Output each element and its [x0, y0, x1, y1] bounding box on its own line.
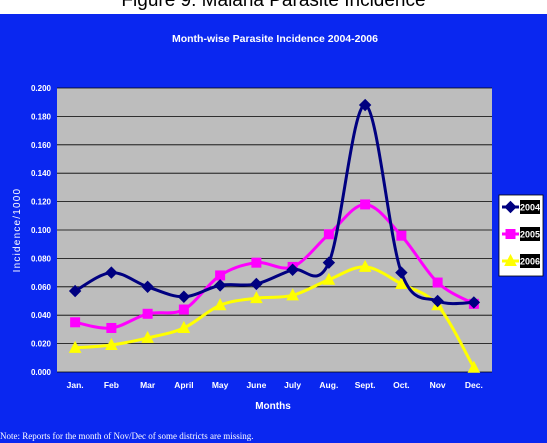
x-tick-label: Oct.: [393, 380, 410, 390]
footnote: Note: Reports for the month of Nov/Dec o…: [0, 431, 254, 441]
data-point-2004: [467, 296, 481, 309]
data-point-2005: [215, 270, 226, 281]
y-axis-ticks: 0.000 0.020 0.040 0.060 0.080 0.100 0.120 0.140…: [31, 84, 52, 377]
data-point-2004: [286, 263, 299, 276]
x-tick-label: Aug.: [319, 380, 338, 390]
legend-label: 2005: [520, 230, 540, 240]
legend-label: 2004: [520, 203, 540, 213]
y-tick-label: 0.180: [31, 112, 52, 121]
data-point-2004: [213, 279, 227, 292]
legend-marker: [504, 200, 517, 214]
data-point-2006: [358, 259, 372, 272]
data-point-2004: [431, 294, 444, 308]
x-tick-label: April: [174, 380, 193, 390]
series-2004: [68, 98, 481, 309]
y-axis-label: Incidence/1000: [12, 188, 23, 273]
legend-marker: [504, 253, 517, 266]
data-point-2005: [70, 317, 81, 328]
x-axis-ticks: Jan. Feb Mar April May June July Aug. Sept. Oct. N…: [67, 380, 483, 390]
data-point-2006: [322, 272, 336, 285]
data-point-2004: [395, 266, 408, 279]
data-point-2004: [105, 266, 118, 279]
data-point-2005: [106, 322, 117, 333]
legend-label-bg: [520, 200, 540, 214]
y-tick-label: 0.160: [31, 141, 52, 150]
y-tick-label: 0.200: [31, 84, 52, 93]
gridlines: [57, 87, 492, 373]
data-point-2006: [213, 298, 227, 311]
x-tick-label: Sept.: [355, 380, 376, 390]
y-tick-label: 0.120: [31, 198, 52, 207]
data-point-2006: [467, 360, 481, 373]
data-point-2005: [360, 199, 371, 210]
legend-label-bg: [520, 254, 540, 268]
legend-item-2006: 2006: [502, 253, 540, 268]
x-tick-label: May: [212, 380, 229, 390]
data-point-2006: [250, 291, 263, 304]
data-point-2004: [250, 277, 263, 291]
data-point-2004: [177, 290, 191, 303]
y-tick-label: 0.000: [31, 368, 52, 377]
line-chart: Month-wise Parasite Incidence 2004-2006 …: [12, 33, 544, 412]
y-tick-label: 0.020: [31, 340, 52, 349]
data-point-2006: [68, 340, 82, 353]
data-point-2005: [432, 277, 443, 288]
x-tick-label: Jan.: [67, 380, 84, 390]
figure-caption: Figure 9: Malaria Parasite Incidence: [121, 0, 426, 11]
data-point-2005: [142, 308, 153, 319]
chart-title: Month-wise Parasite Incidence 2004-2006: [172, 33, 378, 45]
data-point-2004: [358, 98, 372, 112]
series-group: [68, 98, 481, 373]
legend: 2004 2005 2006: [498, 194, 544, 277]
data-point-2004: [322, 256, 336, 269]
data-point-2004: [141, 280, 154, 294]
data-point-2006: [141, 330, 154, 343]
data-point-2006: [177, 320, 191, 333]
legend-label-bg: [520, 227, 540, 241]
y-tick-label: 0.040: [31, 311, 52, 320]
data-point-2006: [286, 288, 299, 301]
x-tick-label: Nov: [430, 380, 446, 390]
data-point-2006: [105, 337, 118, 351]
data-point-2006: [395, 276, 408, 289]
y-tick-label: 0.080: [31, 254, 52, 263]
data-point-2005: [251, 257, 262, 268]
data-point-2005: [396, 230, 407, 241]
legend-label: 2006: [520, 257, 540, 267]
legend-item-2005: 2005: [502, 227, 540, 241]
x-axis-label: Months: [255, 401, 291, 412]
x-tick-label: July: [284, 380, 301, 390]
y-tick-label: 0.140: [31, 169, 52, 178]
data-point-2005: [178, 304, 189, 315]
data-point-2005: [323, 229, 334, 240]
x-tick-label: Feb: [104, 380, 119, 390]
x-tick-label: June: [246, 380, 266, 390]
y-tick-label: 0.100: [31, 226, 52, 235]
data-point-2004: [68, 284, 82, 298]
y-tick-label: 0.060: [31, 283, 52, 292]
chart-panel: Month-wise Parasite Incidence 2004-2006 …: [0, 14, 547, 443]
x-tick-label: Mar: [140, 380, 156, 390]
series-2005: [70, 199, 479, 333]
legend-marker: [505, 229, 516, 239]
x-tick-label: Dec.: [465, 380, 483, 390]
legend-item-2004: 2004: [502, 200, 540, 214]
